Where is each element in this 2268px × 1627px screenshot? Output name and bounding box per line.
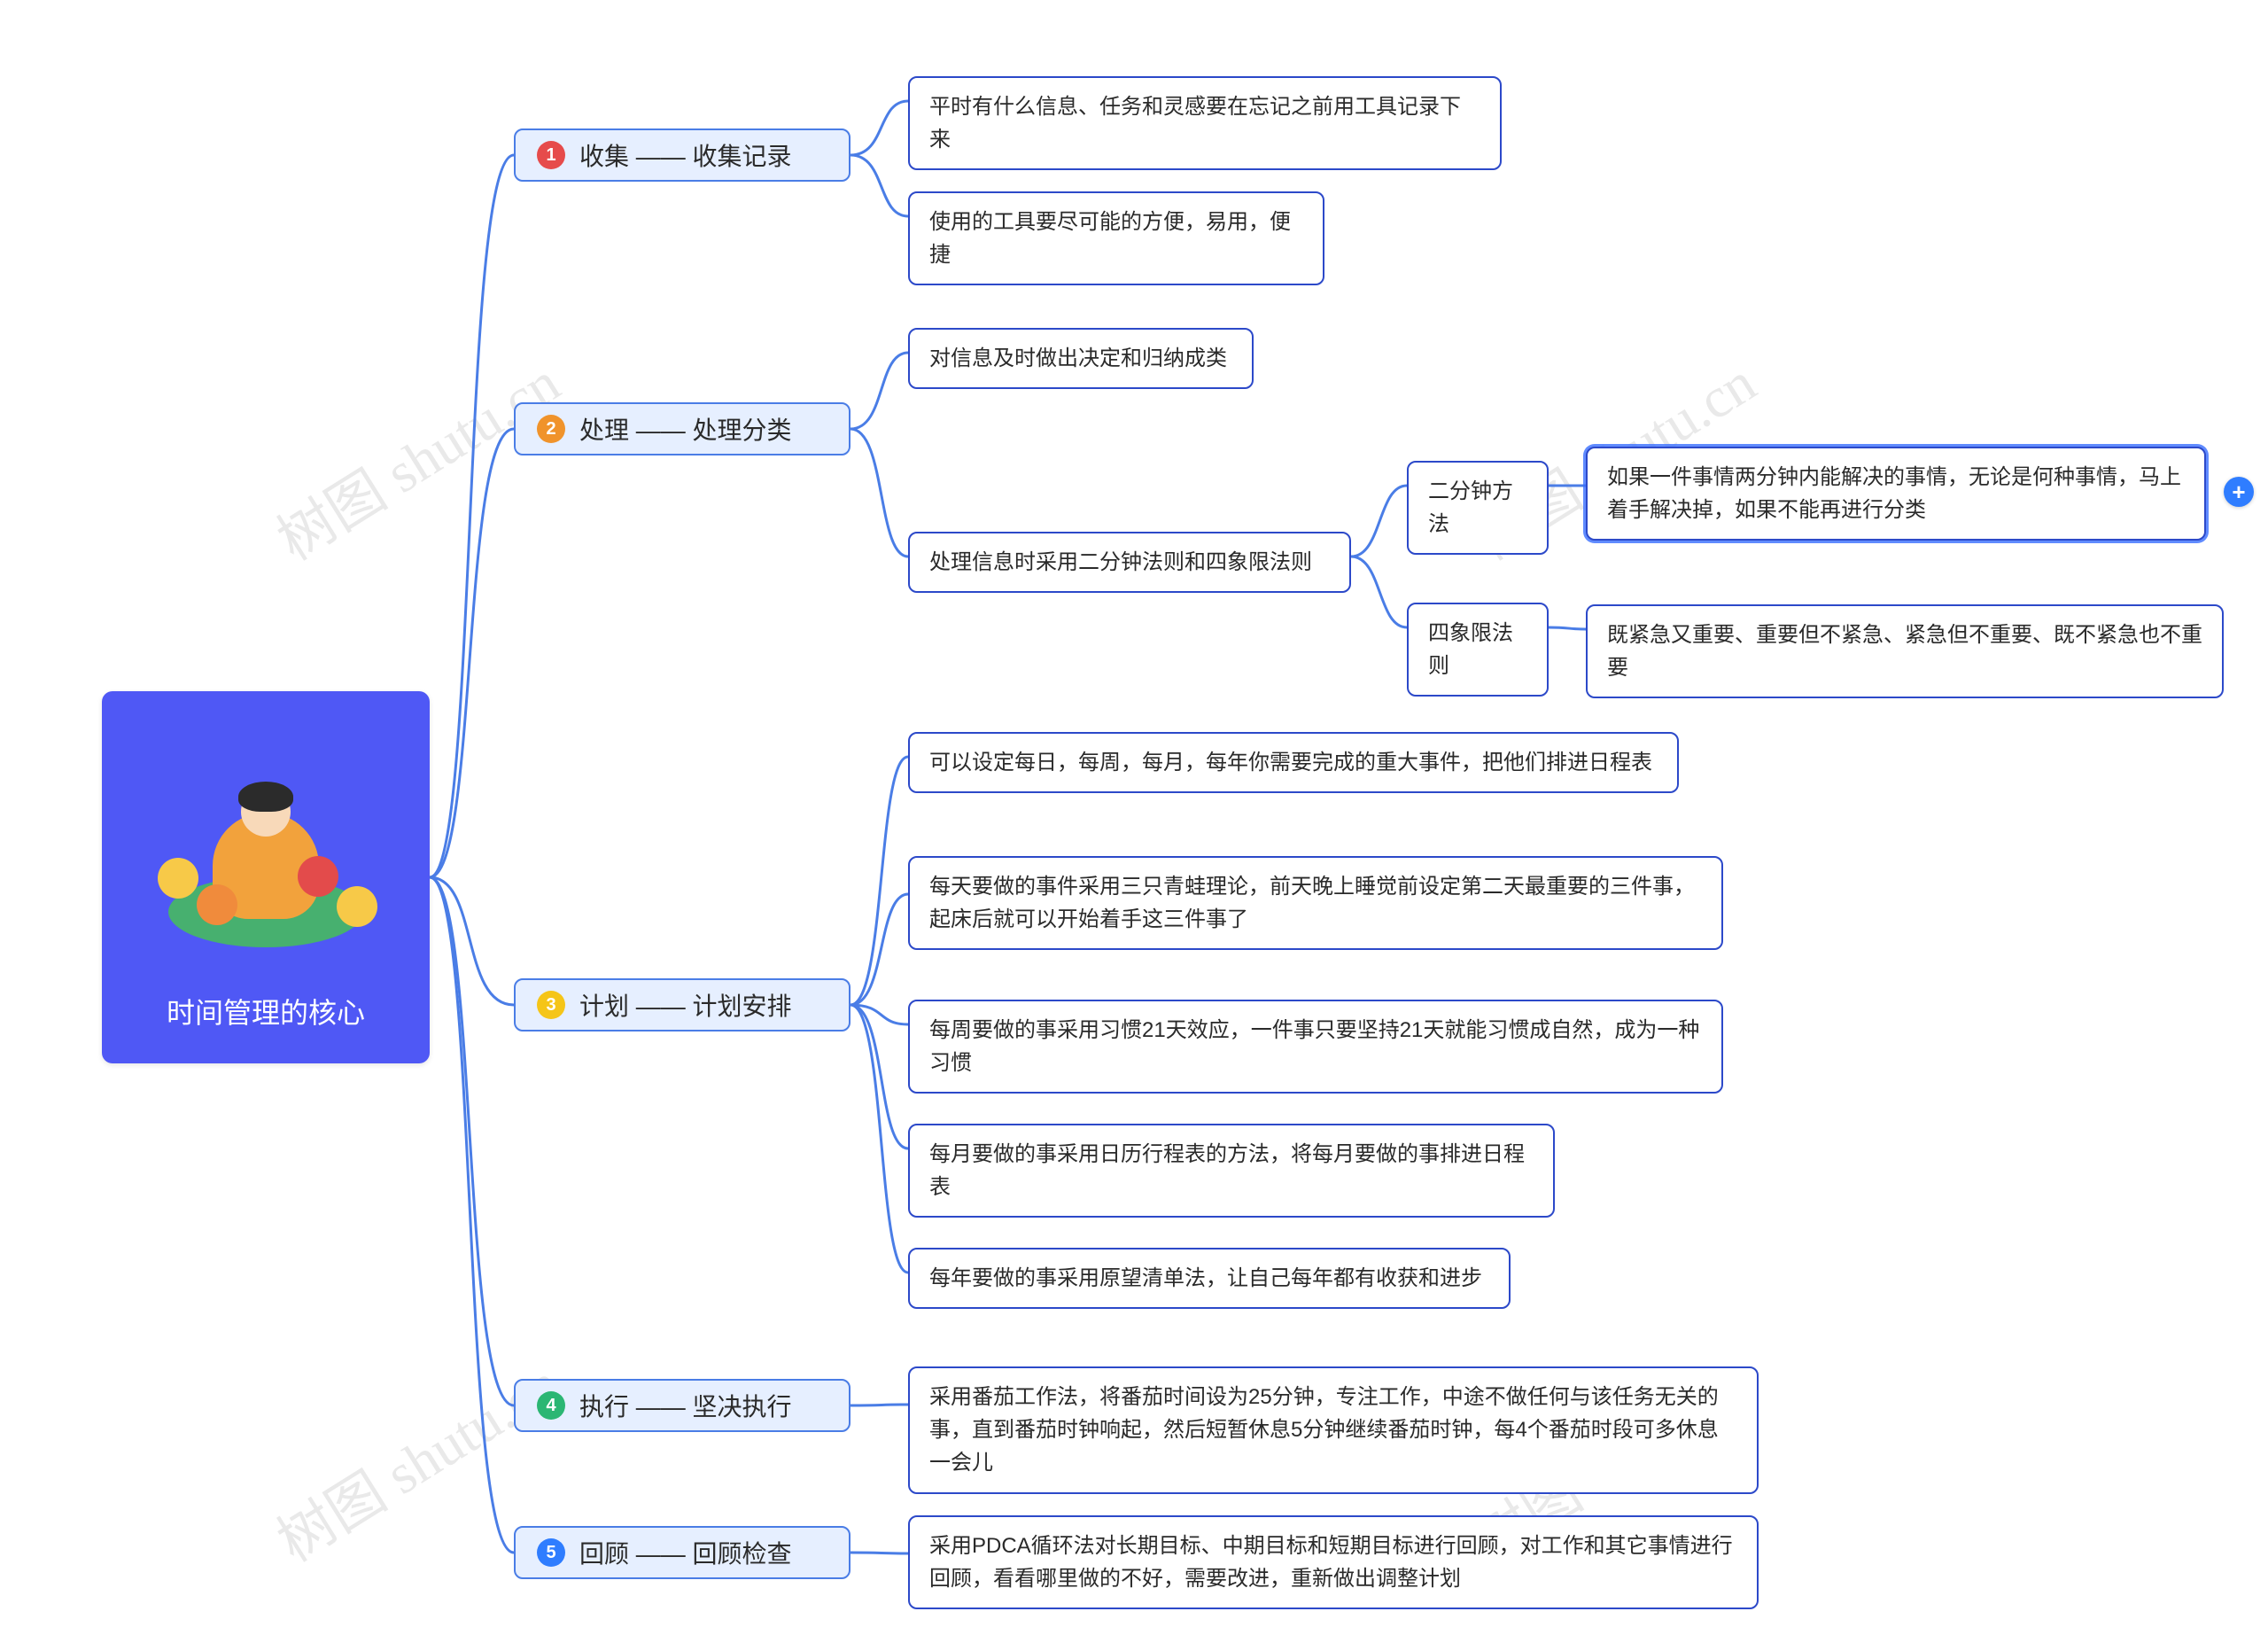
add-child-button[interactable]: + xyxy=(2224,477,2254,507)
leaf-node[interactable]: 二分钟方法 xyxy=(1407,461,1549,555)
leaf-node[interactable]: 可以设定每日，每周，每月，每年你需要完成的重大事件，把他们排进日程表 xyxy=(908,732,1679,793)
branch-badge: 1 xyxy=(537,141,565,169)
leaf-node[interactable]: 每天要做的事件采用三只青蛙理论，前天晚上睡觉前设定第二天最重要的三件事，起床后就… xyxy=(908,856,1723,950)
leaf-node[interactable]: 处理信息时采用二分钟法则和四象限法则 xyxy=(908,532,1351,593)
branch-node-4[interactable]: 4 执行 —— 坚决执行 xyxy=(514,1379,850,1432)
root-title: 时间管理的核心 xyxy=(167,991,365,1031)
watermark: 树图 shutu.cn xyxy=(260,339,572,576)
leaf-node[interactable]: 平时有什么信息、任务和灵感要在忘记之前用工具记录下来 xyxy=(908,76,1502,170)
root-node[interactable]: 时间管理的核心 xyxy=(102,691,430,1063)
branch-node-3[interactable]: 3 计划 —— 计划安排 xyxy=(514,978,850,1031)
branch-node-2[interactable]: 2 处理 —— 处理分类 xyxy=(514,402,850,455)
leaf-node[interactable]: 每年要做的事采用原望清单法，让自己每年都有收获和进步 xyxy=(908,1248,1511,1309)
leaf-node[interactable]: 对信息及时做出决定和归纳成类 xyxy=(908,328,1254,389)
leaf-node[interactable]: 使用的工具要尽可能的方便，易用，便捷 xyxy=(908,191,1324,285)
branch-label: 处理 —— 处理分类 xyxy=(579,411,792,447)
branch-badge: 2 xyxy=(537,415,565,443)
mindmap-canvas: 树图 shutu.cn 树图 shutu.cn 树图 shutu.cn 树图 s… xyxy=(0,0,2268,1627)
branch-badge: 3 xyxy=(537,991,565,1019)
leaf-node[interactable]: 四象限法则 xyxy=(1407,603,1549,697)
branch-badge: 5 xyxy=(537,1538,565,1567)
branch-label: 执行 —— 坚决执行 xyxy=(579,1388,792,1423)
leaf-node[interactable]: 每周要做的事采用习惯21天效应，一件事只要坚持21天就能习惯成自然，成为一种习惯 xyxy=(908,1000,1723,1094)
branch-badge: 4 xyxy=(537,1391,565,1420)
branch-label: 计划 —— 计划安排 xyxy=(579,987,792,1023)
branch-node-1[interactable]: 1 收集 —— 收集记录 xyxy=(514,128,850,182)
leaf-node[interactable]: 每月要做的事采用日历行程表的方法，将每月要做的事排进日程表 xyxy=(908,1124,1555,1218)
root-illustration xyxy=(151,778,381,964)
leaf-node[interactable]: 采用PDCA循环法对长期目标、中期目标和短期目标进行回顾，对工作和其它事情进行回… xyxy=(908,1515,1759,1609)
branch-label: 收集 —— 收集记录 xyxy=(579,137,792,173)
branch-label: 回顾 —— 回顾检查 xyxy=(579,1535,792,1570)
branch-node-5[interactable]: 5 回顾 —— 回顾检查 xyxy=(514,1526,850,1579)
leaf-node[interactable]: 既紧急又重要、重要但不紧急、紧急但不重要、既不紧急也不重要 xyxy=(1586,604,2224,698)
leaf-node[interactable]: 采用番茄工作法，将番茄时间设为25分钟，专注工作，中途不做任何与该任务无关的事，… xyxy=(908,1366,1759,1494)
leaf-node[interactable]: 如果一件事情两分钟内能解决的事情，无论是何种事情，马上着手解决掉，如果不能再进行… xyxy=(1586,447,2206,541)
